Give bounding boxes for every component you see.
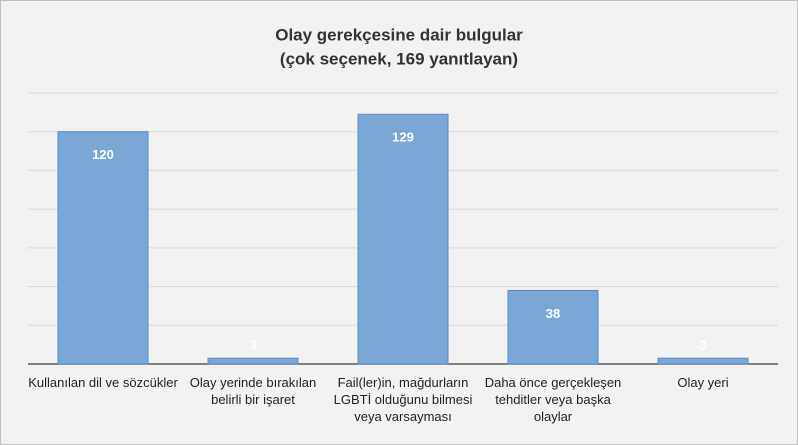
x-tick-label: Olay yeri xyxy=(677,375,729,390)
bar xyxy=(507,289,599,365)
bar xyxy=(657,357,749,365)
x-tick-label: Daha önce gerçekleşen tehditler veya baş… xyxy=(484,375,622,424)
x-tick-label: Fail(ler)in, mağdurların LGBTİ olduğunu … xyxy=(333,375,473,424)
data-label: 3 xyxy=(249,338,256,353)
data-label: 3 xyxy=(699,338,706,353)
x-tick-label: Kullanılan dil ve sözcükler xyxy=(28,375,178,390)
data-label: 120 xyxy=(92,147,114,162)
bar xyxy=(357,113,449,365)
data-label: 38 xyxy=(546,306,560,321)
chart-subtitle: (çok seçenek, 169 yanıtlayan) xyxy=(280,49,518,68)
bar xyxy=(57,131,149,365)
chart-title: Olay gerekçesine dair bulgular xyxy=(275,25,523,44)
x-tick-label: Olay yerinde bırakılan belirli bir işare… xyxy=(189,375,317,407)
data-label: 129 xyxy=(392,130,414,145)
bar xyxy=(207,357,299,365)
